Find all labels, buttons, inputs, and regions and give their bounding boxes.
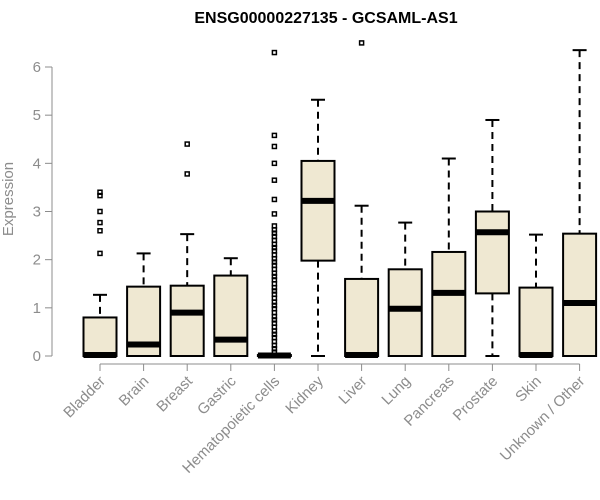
outlier-point — [97, 219, 103, 226]
outlier-point — [271, 177, 278, 183]
box-bladder — [82, 189, 118, 359]
box-iqr — [300, 159, 336, 262]
outlier-point — [97, 228, 103, 234]
y-tick-label: 6 — [33, 59, 41, 76]
box-lung — [387, 221, 423, 357]
box-brain — [126, 252, 162, 358]
x-tick-label: Kidney — [282, 372, 327, 417]
y-tick-label: 2 — [33, 252, 41, 269]
box-skin — [518, 233, 554, 359]
box-liver — [344, 40, 380, 359]
outlier-point — [271, 132, 278, 139]
y-axis-label: Expression — [0, 162, 17, 236]
x-tick-label: Bladder — [60, 373, 109, 422]
y-tick-label: 3 — [33, 204, 41, 221]
outlier-point — [271, 196, 278, 203]
y-tick-label: 5 — [33, 107, 41, 124]
box-pancreas — [431, 157, 467, 358]
outlier-point — [271, 49, 278, 56]
box-breast — [169, 141, 205, 357]
box-iqr — [169, 284, 205, 357]
x-tick-label: Breast — [153, 372, 196, 415]
box-iqr — [431, 250, 467, 358]
x-tick-label: Prostate — [450, 373, 502, 425]
box-kidney — [300, 98, 336, 357]
box-iqr — [213, 274, 249, 358]
box-iqr — [387, 268, 423, 357]
chart-title: ENSG00000227135 - GCSAML-AS1 — [194, 10, 457, 27]
box-hematopoietic-cells — [256, 49, 292, 359]
outlier-point — [271, 143, 278, 150]
outlier-point — [271, 211, 278, 217]
box-gastric — [213, 257, 249, 358]
y-tick-label: 4 — [33, 155, 41, 172]
y-axis: 0 1 2 3 4 5 6 — [33, 59, 53, 365]
box-iqr — [344, 277, 380, 357]
box-iqr — [82, 316, 118, 358]
box-unknown-other — [562, 49, 598, 357]
outlier-point — [271, 160, 278, 167]
outlier-point — [184, 141, 190, 147]
box-iqr — [474, 210, 510, 295]
outlier-point — [97, 250, 103, 257]
box-iqr — [518, 286, 554, 357]
y-tick-label: 0 — [33, 348, 41, 365]
x-tick-label: Lung — [378, 373, 414, 409]
box-iqr — [562, 232, 598, 357]
box-series — [82, 40, 598, 359]
outlier-point — [184, 171, 190, 177]
y-tick-label: 1 — [33, 300, 41, 317]
x-tick-label: Brain — [116, 373, 153, 410]
outlier-point — [358, 40, 365, 46]
outlier-point — [97, 189, 103, 195]
x-tick-label: Liver — [335, 373, 370, 408]
outlier-point — [97, 208, 103, 215]
outlier-point — [271, 223, 278, 229]
box-prostate — [474, 118, 510, 357]
x-tick-label: Skin — [512, 373, 545, 406]
